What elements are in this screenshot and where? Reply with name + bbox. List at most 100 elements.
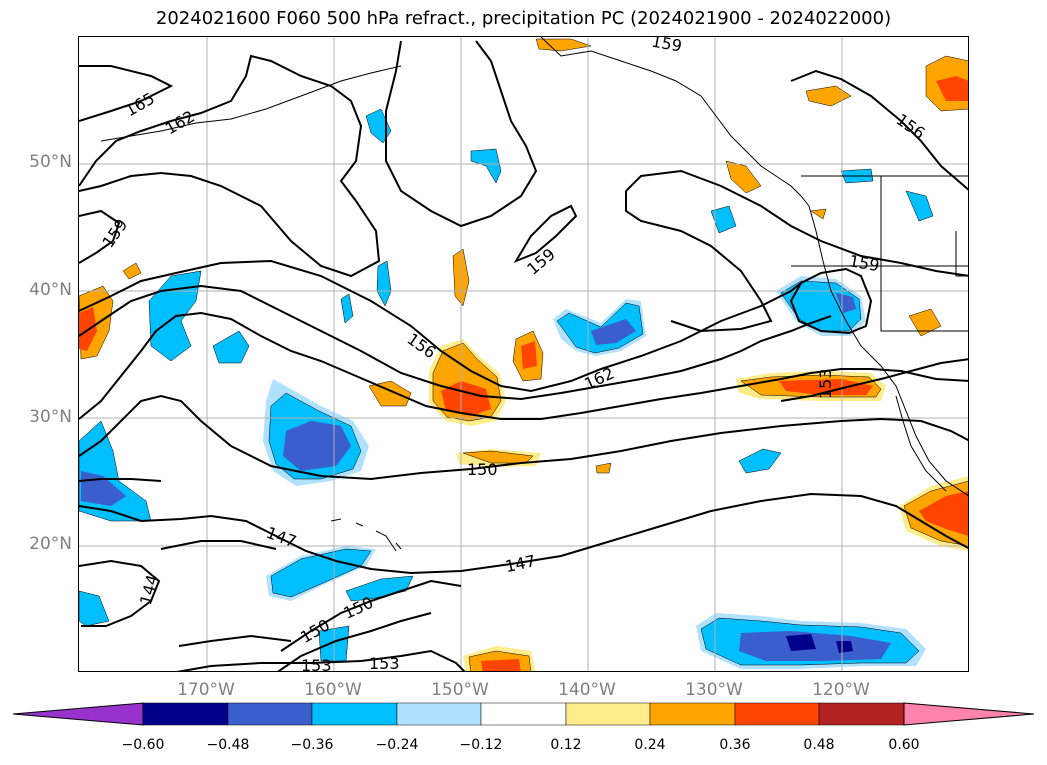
contour-162: [79, 54, 381, 278]
colorbar-bin: [565, 702, 651, 726]
state-border: [955, 231, 968, 277]
contour-label: 159: [98, 215, 131, 251]
colorbar-bin: [311, 702, 398, 726]
contour-label: 153: [816, 368, 835, 399]
map-title: 2024021600 F060 500 hPa refract., precip…: [155, 8, 892, 29]
colorbar-bin: [818, 702, 905, 726]
contour-label: 162: [162, 107, 198, 139]
contour-144: [160, 540, 277, 550]
lon-label-120w: 120°W: [812, 680, 870, 700]
colorbar-bin: [227, 702, 313, 726]
contour-150: [280, 579, 462, 652]
precip-fill-orange: [462, 450, 534, 464]
colorbar-tick-label: −0.12: [459, 737, 503, 753]
colorbar-bin: [480, 702, 567, 726]
precip-fill-orange: [810, 208, 827, 220]
precip-fill-red: [481, 659, 521, 671]
colorbar-tick-label: −0.48: [206, 737, 250, 753]
colorbar-tick-label: 0.48: [803, 737, 835, 753]
contour-label: 159: [650, 37, 683, 56]
precip-fill-blue: [710, 205, 737, 234]
contour-156: [790, 69, 968, 191]
precip-fill-blue: [738, 448, 782, 474]
colorbar-extend-high: [903, 702, 1035, 726]
precip-fill-blue: [905, 190, 934, 222]
precip-fill-orange: [535, 38, 592, 52]
map-canvas: 165 162 159 159 159 156 156 162 153 150 …: [79, 37, 968, 672]
precip-fill-blue: [340, 293, 354, 324]
contour-150: [79, 394, 968, 481]
contour-label: 162: [581, 363, 617, 393]
precip-fill-orange: [725, 160, 762, 194]
lat-label-30n: 30°N: [29, 407, 72, 427]
precip-fill-orange: [595, 462, 612, 474]
contour-label: 153: [301, 656, 332, 672]
contour-label: 153: [369, 654, 400, 672]
colorbar: [12, 702, 1035, 726]
contour-165: [79, 65, 174, 122]
contour-159: [385, 40, 538, 228]
contour-label: 144: [136, 573, 162, 607]
precip-fill-red: [779, 379, 873, 395]
colorbar-tick-label: −0.24: [375, 737, 419, 753]
colorbar-tick-label: −0.36: [290, 737, 334, 753]
contour-label: 159: [523, 244, 559, 278]
lat-label-20n: 20°N: [29, 534, 72, 554]
map-panel: 165 162 159 159 159 156 156 162 153 150 …: [78, 36, 969, 672]
contour-153: [176, 649, 466, 671]
precip-fill-blue: [365, 108, 392, 144]
state-border: [880, 266, 968, 332]
coastline-layer: [100, 37, 968, 552]
colorbar-bin: [649, 702, 736, 726]
lon-label-140w: 140°W: [558, 680, 616, 700]
contour-layer: [79, 40, 968, 671]
precip-fill-blue: [780, 280, 862, 332]
contour-147: [79, 492, 968, 575]
colorbar-extend-low: [12, 702, 144, 726]
colorbar-bin: [734, 702, 820, 726]
colorbar-tick-label: 0.12: [550, 737, 582, 753]
precip-fill-layer: [79, 38, 968, 671]
lon-label-170w: 170°W: [177, 680, 235, 700]
lon-label-150w: 150°W: [431, 680, 489, 700]
lat-label-40n: 40°N: [29, 280, 72, 300]
contour-159: [625, 169, 968, 277]
contour-144: [79, 559, 161, 627]
contour-159: [79, 209, 121, 264]
precip-fill-blue: [376, 260, 392, 307]
contour-153: [780, 358, 968, 402]
contour-153: [79, 284, 832, 401]
precip-fill-blue: [470, 148, 502, 184]
baja-coast: [895, 395, 947, 492]
colorbar-tick-label: 0.60: [888, 737, 920, 753]
hawaii-islands: [330, 518, 402, 552]
precip-fill-blue: [79, 420, 152, 522]
alaska-coastline: [540, 37, 810, 207]
lat-label-50n: 50°N: [29, 152, 72, 172]
precip-fill-orange: [908, 308, 942, 337]
precip-fill-red: [521, 341, 537, 369]
contour-label: 147: [503, 551, 537, 576]
contour-159: [625, 191, 773, 333]
colorbar-tick-label: 0.36: [719, 737, 751, 753]
colorbar-bin: [396, 702, 482, 726]
precip-fill-blue: [79, 590, 110, 627]
contour-153: [79, 311, 968, 420]
precip-fill-orange: [805, 85, 852, 107]
graticule: [79, 37, 968, 671]
precip-fill-blue: [345, 575, 414, 602]
contour-156: [79, 259, 802, 393]
precip-fill-navy: [786, 634, 816, 651]
contour-159: [513, 204, 578, 264]
colorbar-bin: [142, 702, 229, 726]
contour-label: 150: [467, 460, 498, 479]
contour-label: 156: [404, 329, 440, 362]
precip-fill-red: [936, 76, 968, 101]
precip-fill-orange: [122, 262, 142, 280]
precip-fill-darkblue: [591, 319, 636, 345]
precip-fill-blue: [212, 330, 250, 364]
colorbar-tick-label: 0.24: [634, 737, 666, 753]
precip-fill-navy: [836, 641, 853, 653]
canada-us-coast: [808, 205, 968, 496]
contour-147: [79, 478, 162, 482]
